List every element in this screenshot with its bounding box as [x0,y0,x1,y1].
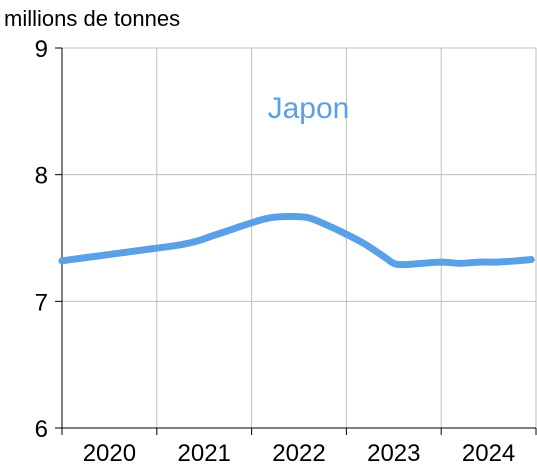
series-label: Japon [268,92,350,125]
axes [55,47,537,435]
labels: 6 7 8 9 2020 2021 2022 2023 2024 Japon [35,36,516,465]
y-axis-unit-label: millions de tonnes [4,6,181,31]
y-tick-label: 7 [35,289,48,316]
series-line-japon [58,212,535,269]
x-tick-label: 2022 [272,440,325,465]
x-tick-label: 2024 [462,440,515,465]
x-tick-label: 2021 [178,440,231,465]
y-tick-label: 9 [35,36,48,63]
y-tick-label: 6 [35,416,48,443]
x-tick-label: 2020 [83,440,136,465]
x-tick-label: 2023 [367,440,420,465]
series-layer [58,212,535,269]
y-tick-label: 8 [35,163,48,190]
